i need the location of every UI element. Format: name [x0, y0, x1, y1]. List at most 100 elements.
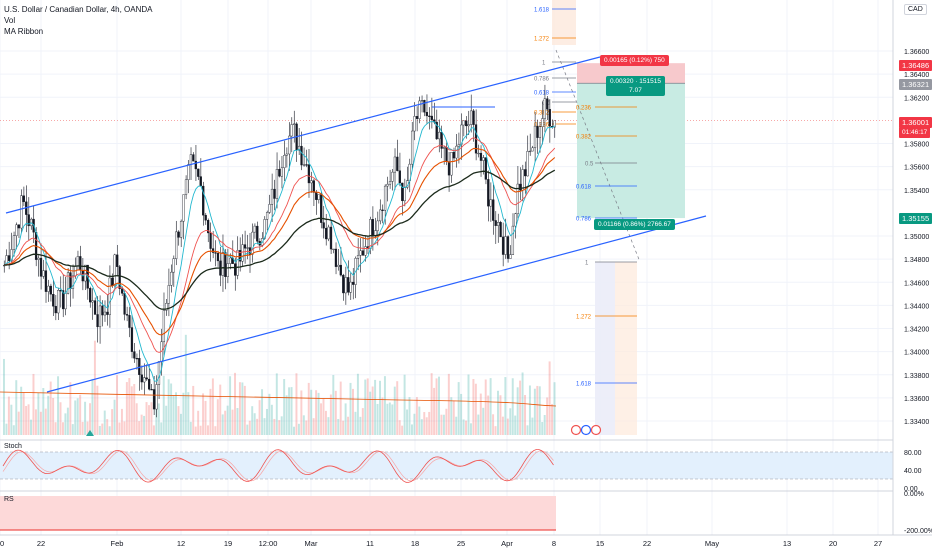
fib-upper-label: 1: [542, 61, 546, 67]
candle-body: [489, 199, 492, 207]
volume-bar: [93, 340, 96, 435]
volume-bar: [460, 393, 463, 435]
channel-lower-line: [46, 215, 707, 393]
volume-bar: [435, 378, 438, 435]
candle-body: [361, 250, 365, 256]
x-tick-label: 27: [874, 539, 882, 548]
vol-legend[interactable]: Vol: [4, 16, 16, 25]
fib-lower-label: 1.618: [576, 382, 592, 388]
candle-body: [238, 250, 242, 262]
volume-bar: [310, 389, 313, 435]
volume-bar: [474, 383, 477, 435]
candle-body: [187, 164, 190, 181]
candles: [3, 84, 556, 418]
volume-bar: [494, 426, 497, 435]
candle-body: [167, 285, 170, 304]
candle-body: [430, 115, 433, 120]
fib-lower-label: 1: [585, 261, 589, 267]
volume-bar: [519, 380, 522, 435]
candle-body: [533, 125, 537, 149]
candle-body: [66, 272, 70, 294]
candle-body: [123, 293, 126, 315]
volume-bar: [497, 390, 499, 435]
candle-body: [93, 300, 97, 315]
candle-body: [484, 157, 487, 180]
volume-bar: [300, 390, 303, 435]
candle-body: [398, 170, 401, 184]
volume-bar: [243, 385, 246, 435]
candle-body: [305, 164, 308, 166]
volume-bar: [379, 380, 381, 435]
candle-body: [546, 98, 549, 110]
risk-label[interactable]: 0.00165 (0.12%) 750: [600, 55, 669, 66]
candle-body: [342, 274, 345, 294]
y-tick-label: 1.36200: [904, 95, 929, 102]
fib-ext-lower-zone-blue: [595, 262, 615, 435]
volume-bar: [34, 409, 37, 435]
candle-body: [256, 225, 259, 242]
volume-bar: [133, 384, 136, 435]
ma-ribbon-legend[interactable]: MA Ribbon: [4, 27, 44, 36]
candle-body: [386, 183, 389, 187]
candle-body: [234, 263, 237, 276]
volume-bar: [74, 400, 77, 435]
volume-bar: [273, 418, 276, 435]
volume-bar: [219, 384, 222, 435]
y-tick-label: 1.34800: [904, 257, 929, 264]
currency-button[interactable]: CAD: [904, 4, 927, 15]
candle-body: [509, 254, 512, 259]
y-tick-label: 1.34000: [904, 350, 929, 357]
volume-bar: [199, 425, 202, 435]
volume-bar: [531, 417, 534, 435]
candle-body: [135, 358, 138, 360]
x-tick-label: Mar: [305, 539, 318, 548]
volume-bar: [111, 409, 114, 435]
candle-body: [438, 131, 441, 140]
volume-bar: [315, 390, 318, 435]
candle-body: [152, 389, 156, 410]
stoch-label: Stoch: [4, 443, 22, 450]
candle-body: [528, 150, 532, 153]
reward-label[interactable]: 0.01166 (0.86%) 2766.67: [594, 219, 675, 230]
candle-body: [521, 169, 524, 191]
candle-body: [76, 256, 79, 267]
candle-body: [226, 263, 229, 277]
candle-body: [221, 252, 224, 276]
ratio-label[interactable]: 0.00320 · 151515 7.07: [606, 76, 665, 96]
ema-red-line: [4, 137, 556, 353]
flag-us-icon: [580, 424, 592, 436]
volume-bar: [406, 409, 409, 435]
candle-body: [538, 126, 542, 138]
volume-bar: [347, 416, 350, 435]
symbol-title[interactable]: U.S. Dollar / Canadian Dollar, 4h, OANDA: [4, 5, 153, 14]
volume-bar: [79, 394, 82, 435]
candle-body: [349, 281, 352, 293]
candle-body: [27, 214, 30, 227]
volume-bar: [457, 382, 460, 435]
candle-body: [157, 361, 161, 385]
candle-body: [514, 213, 517, 227]
candle-body: [229, 257, 232, 264]
candle-body: [22, 195, 25, 203]
candle-body: [125, 314, 129, 316]
volume-bar: [71, 424, 74, 435]
stoch-tick-label: 0.00: [904, 486, 918, 493]
volume-bar: [224, 410, 227, 435]
candle-body: [447, 161, 451, 176]
candle-body: [494, 220, 497, 226]
candle-body: [418, 100, 421, 119]
channel-lines[interactable]: [5, 56, 707, 393]
target-zone: [577, 83, 685, 219]
candle-body: [96, 314, 99, 328]
volume-bar: [145, 402, 148, 435]
volume-bar: [197, 410, 200, 435]
volume-bar: [403, 374, 406, 435]
candle-body: [280, 167, 283, 177]
x-tick-label: 00: [0, 539, 4, 548]
volume-bar: [175, 392, 178, 435]
volume-bar: [64, 413, 67, 435]
candle-body: [324, 227, 328, 240]
candle-body: [312, 180, 315, 193]
volume-bar: [393, 386, 396, 435]
